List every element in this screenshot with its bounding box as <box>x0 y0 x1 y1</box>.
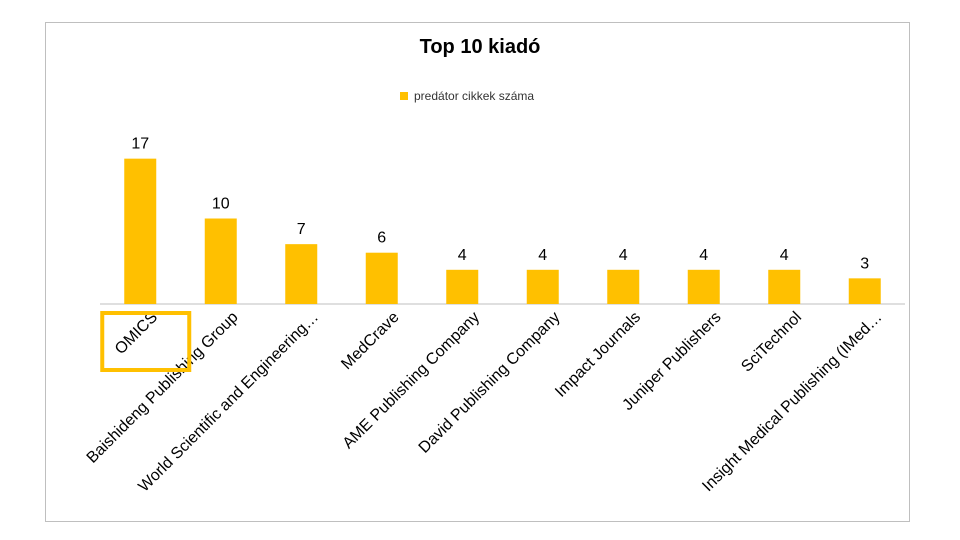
legend-label: predátor cikkek száma <box>414 89 535 103</box>
bar <box>365 252 398 304</box>
category-label: SciTechnol <box>738 309 805 376</box>
bar <box>607 269 640 304</box>
bar <box>285 244 318 304</box>
category-label: OMICS <box>112 309 161 358</box>
data-label: 4 <box>458 247 467 264</box>
data-label: 10 <box>212 196 230 213</box>
category-label: World Scientific and Engineering… <box>135 309 322 496</box>
highlight-box <box>100 311 192 372</box>
category-label: Baishideng Publishing Group <box>84 309 242 467</box>
category-label: AME Publishing Company <box>340 309 483 452</box>
category-label: MedCrave <box>338 309 402 373</box>
category-label: Impact Journals <box>552 309 644 401</box>
legend-swatch <box>400 92 408 100</box>
legend: predátor cikkek száma <box>400 89 534 103</box>
bar <box>124 158 157 304</box>
category-label: David Publishing Company <box>416 309 564 457</box>
bar <box>848 278 881 304</box>
bar <box>446 269 479 304</box>
data-label: 6 <box>377 230 386 247</box>
bar <box>687 269 720 304</box>
data-label: 4 <box>780 247 789 264</box>
chart-title: Top 10 kiadó <box>419 36 541 58</box>
data-label: 7 <box>297 221 306 238</box>
data-label: 3 <box>860 255 869 272</box>
bar <box>526 269 559 304</box>
data-label: 17 <box>131 136 149 153</box>
data-label: 4 <box>538 247 547 264</box>
data-label: 4 <box>619 247 628 264</box>
data-label: 4 <box>699 247 708 264</box>
bar <box>204 218 237 304</box>
category-label: Insight Medical Publishing (IMed… <box>699 309 885 495</box>
bar <box>768 269 801 304</box>
